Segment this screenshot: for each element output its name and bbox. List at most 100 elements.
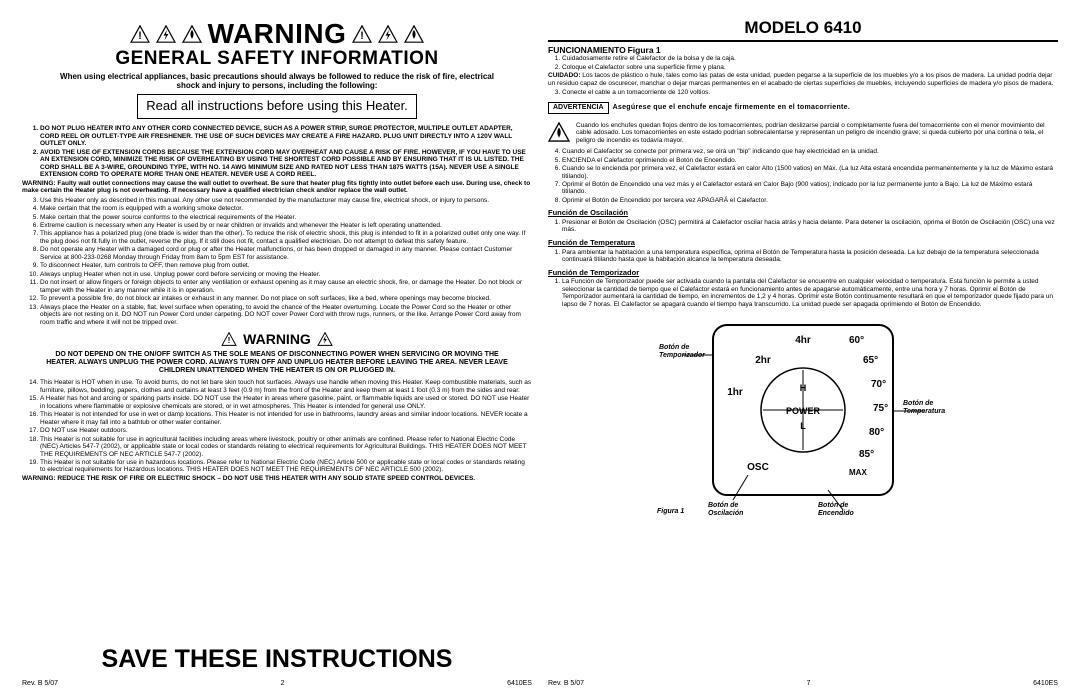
list-item: Always place the Heater on a stable, fla… bbox=[40, 304, 532, 326]
temporizador-list: La Función de Temporizador puede ser act… bbox=[548, 278, 1058, 309]
list-item: Do not insert or allow fingers or foreig… bbox=[40, 279, 532, 294]
left-footer: Rev. B 5/07 2 6410ES bbox=[22, 680, 532, 688]
temperatura-heading: Función de Temperatura bbox=[548, 239, 1058, 248]
svg-text:!: ! bbox=[361, 30, 365, 42]
save-instructions-title: SAVE THESE INSTRUCTIONS bbox=[22, 645, 532, 674]
steps-b: Cuando el Calefactor se conecte por prim… bbox=[548, 148, 1058, 205]
inline-fire-warning: Cuando los enchufes quedan flojos dentro… bbox=[548, 122, 1058, 144]
right-footer: Rev. B 5/07 7 6410ES bbox=[548, 680, 1058, 688]
warning-title: WARNING bbox=[208, 18, 347, 50]
list-item: AVOID THE USE OF EXTENSION CORDS BECAUSE… bbox=[40, 149, 532, 179]
step-3: Conecte el cable a un tomacorriente de 1… bbox=[548, 89, 1058, 97]
list-item: To prevent a possible fire, do not block… bbox=[40, 295, 532, 302]
timer-4hr: 4hr bbox=[795, 335, 811, 346]
func-title: FUNCIONAMIENTO bbox=[548, 45, 626, 55]
safety-list-1: DO NOT PLUG HEATER INTO ANY OTHER CORD C… bbox=[22, 125, 532, 179]
list-item: Cuando el Calefactor se conecte por prim… bbox=[562, 148, 1058, 155]
list-item: Cuando se lo encienda por primera vez, e… bbox=[562, 165, 1058, 180]
label-l: L bbox=[800, 421, 806, 431]
svg-text:!: ! bbox=[228, 336, 231, 345]
label-power: POWER bbox=[786, 406, 821, 416]
general-safety-title: GENERAL SAFETY INFORMATION bbox=[22, 48, 532, 70]
advertencia-text: Asegúrese que el enchufe encaje firmemen… bbox=[613, 104, 851, 112]
footer-model: 6410ES bbox=[1033, 680, 1058, 688]
list-item: Para ambientar la habitación a una tempe… bbox=[562, 249, 1058, 264]
faulty-outlet-warning: WARNING: Faulty wall outlet connections … bbox=[22, 180, 532, 195]
list-item: La Función de Temporizador puede ser act… bbox=[562, 278, 1058, 308]
label-max: MAX bbox=[849, 468, 867, 477]
list-item: Conecte el cable a un tomacorriente de 1… bbox=[562, 89, 1058, 96]
shock-triangle-icon bbox=[378, 25, 398, 43]
advertencia-box: ADVERTENCIA bbox=[548, 102, 609, 114]
list-item: Oprimir el Botón de Encendido una vez má… bbox=[562, 181, 1058, 196]
temp-85: 85° bbox=[859, 449, 874, 460]
general-safety-sub: When using electrical appliances, basic … bbox=[52, 72, 502, 90]
footer-page: 2 bbox=[281, 680, 285, 688]
list-item: Presionar el Botón de Oscilación (OSC) p… bbox=[562, 219, 1058, 234]
temp-70: 70° bbox=[871, 379, 886, 390]
shock-triangle-icon bbox=[317, 332, 333, 346]
list-item: This Heater is not intended for use in w… bbox=[40, 411, 532, 426]
fire-triangle-icon bbox=[182, 25, 202, 43]
list-item: This Heater is HOT when in use. To avoid… bbox=[40, 379, 532, 394]
list-item: This appliance has a polarized plug (one… bbox=[40, 230, 532, 245]
advertencia-row: ADVERTENCIA Asegúrese que el enchufe enc… bbox=[548, 102, 1058, 114]
footer-revision: Rev. B 5/07 bbox=[548, 680, 584, 688]
list-item: Always unplug Heater when not in use. Un… bbox=[40, 271, 532, 278]
modelo-title: MODELO 6410 bbox=[548, 18, 1058, 38]
list-item: This Heater is not suitable for use in h… bbox=[40, 459, 532, 474]
temporizador-heading: Función de Temporizador bbox=[548, 269, 1058, 278]
temp-75: 75° bbox=[873, 403, 888, 414]
svg-text:!: ! bbox=[138, 30, 142, 42]
cuidado-text: Los tacos de plástico o hule, tales como… bbox=[548, 72, 1053, 86]
fig-ref: Figura 1 bbox=[628, 45, 661, 55]
fire-triangle-icon bbox=[404, 25, 424, 43]
safety-list-3: This Heater is HOT when in use. To avoid… bbox=[22, 379, 532, 475]
read-instructions-box: Read all instructions before using this … bbox=[137, 94, 417, 119]
oscilacion-heading: Función de Oscilación bbox=[548, 209, 1058, 218]
funcionamiento-heading: FUNCIONAMIENTO Figura 1 bbox=[548, 46, 1058, 56]
oscilacion-list: Presionar el Botón de Oscilación (OSC) p… bbox=[548, 219, 1058, 235]
list-item: A Heater has hot and arcing or sparking … bbox=[40, 395, 532, 410]
list-item: Make certain that the power source confo… bbox=[40, 214, 532, 221]
warning-header-row: ! WARNING ! bbox=[22, 18, 532, 50]
figura-label: Figura 1 bbox=[657, 508, 684, 515]
temp-80: 80° bbox=[869, 427, 884, 438]
callout-power: Botón deEncendido bbox=[818, 502, 855, 515]
temperatura-list: Para ambientar la habitación a una tempe… bbox=[548, 249, 1058, 265]
list-item: This Heater is not suitable for use in a… bbox=[40, 436, 532, 458]
list-item: DO NOT use Heater outdoors. bbox=[40, 427, 532, 434]
left-page: ! WARNING ! GENERAL SAFETY INFORMATION W… bbox=[14, 18, 540, 688]
temp-60: 60° bbox=[849, 335, 864, 346]
footer-page: 7 bbox=[807, 680, 811, 688]
footer-revision: Rev. B 5/07 bbox=[22, 680, 58, 688]
temp-65: 65° bbox=[863, 355, 878, 366]
footer-model: 6410ES bbox=[507, 680, 532, 688]
disconnect-warning: DO NOT DEPEND ON THE ON/OFF SWITCH AS TH… bbox=[40, 351, 514, 375]
label-h: H bbox=[800, 383, 807, 393]
secondary-warning-row: ! WARNING bbox=[22, 331, 532, 347]
secondary-warning-title: WARNING bbox=[243, 331, 311, 347]
right-page: MODELO 6410 FUNCIONAMIENTO Figura 1 Cuid… bbox=[540, 18, 1066, 688]
shock-triangle-icon bbox=[156, 25, 176, 43]
list-item: Coloque el Calefactor sobre una superfic… bbox=[562, 64, 1058, 71]
list-item: Extreme caution is necessary when any He… bbox=[40, 222, 532, 229]
warning-triangle-icon: ! bbox=[352, 25, 372, 43]
callout-osc: Botón deOscilación bbox=[708, 502, 743, 515]
inline-warning-text: Cuando los enchufes quedan flojos dentro… bbox=[576, 122, 1058, 144]
list-item: DO NOT PLUG HEATER INTO ANY OTHER CORD C… bbox=[40, 125, 532, 147]
fire-triangle-icon bbox=[548, 122, 570, 142]
steps-a: Cuidadosamente retire el Calefactor de l… bbox=[548, 55, 1058, 72]
list-item: Use this Heater only as described in thi… bbox=[40, 197, 532, 204]
callout-timer: Botón deTemporizador bbox=[659, 344, 706, 359]
cuidado-label: CUIDADO: bbox=[548, 72, 581, 79]
timer-1hr: 1hr bbox=[727, 387, 743, 398]
cuidado-paragraph: CUIDADO: Los tacos de plástico o hule, t… bbox=[548, 72, 1058, 87]
timer-2hr: 2hr bbox=[755, 355, 771, 366]
warning-triangle-icon: ! bbox=[221, 332, 237, 346]
list-item: Oprimir el Botón de Encendido por tercer… bbox=[562, 197, 1058, 204]
list-item: Cuidadosamente retire el Calefactor de l… bbox=[562, 55, 1058, 62]
solid-state-warning: WARNING: REDUCE THE RISK OF FIRE OR ELEC… bbox=[22, 475, 532, 482]
list-item: ENCIENDA el Calefactor oprimiendo el Bot… bbox=[562, 157, 1058, 164]
safety-list-2: Use this Heater only as described in thi… bbox=[22, 197, 532, 328]
